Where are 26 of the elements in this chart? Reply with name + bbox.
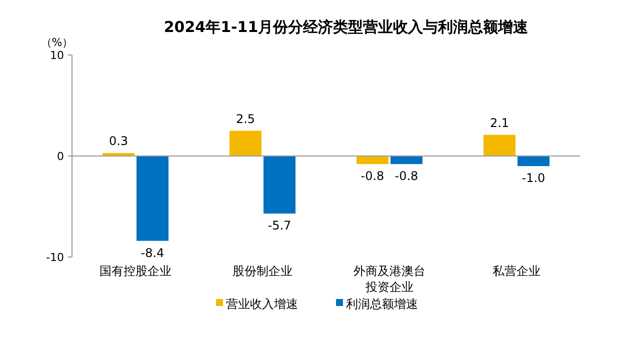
y-tick-label: 10 [50,49,64,62]
y-tick-label: 0 [57,150,64,163]
data-label: -0.8 [360,169,384,184]
bar [518,156,550,166]
data-label: -8.4 [140,246,164,260]
legend-label: 营业收入增速 [226,297,298,311]
bar [390,156,422,164]
legend-label: 利润总额增速 [346,297,418,311]
data-label: -5.7 [268,218,292,233]
y-tick-label: -10 [46,251,64,264]
data-label: -1.0 [522,171,546,186]
data-label: 2.1 [490,116,510,130]
bar [484,134,516,156]
chart-title: 2024年1-11月份分经济类型营业收入与利润总额增速 [164,18,530,36]
bar [230,130,262,156]
data-label: 0.3 [108,134,128,148]
x-tick-label: 国有控股企业 [100,264,172,278]
x-tick-label: 股份制企业 [232,264,292,278]
x-tick-label: 私营企业 [492,264,540,278]
y-axis-title: （%） [40,36,74,49]
data-label: -0.8 [394,169,418,184]
data-label: 2.5 [236,112,256,126]
bar [136,156,168,241]
bar [356,156,388,164]
bar [264,156,296,214]
x-tick-label: 外商及港澳台投资企业 [354,264,426,294]
